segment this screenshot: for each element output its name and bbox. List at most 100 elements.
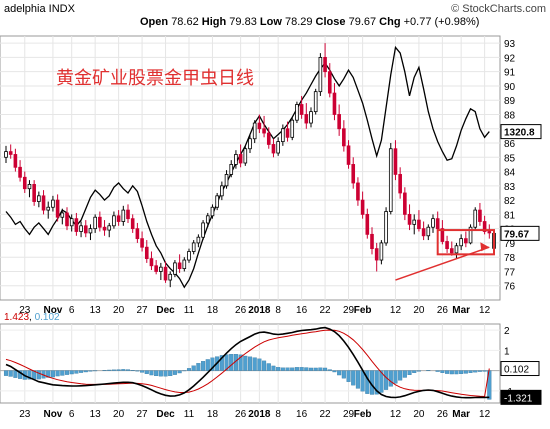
candle: [196, 234, 201, 248]
macd-histogram-bar: [36, 370, 41, 380]
candle: [149, 251, 154, 271]
price-ytick-label: 86: [504, 139, 516, 150]
candle: [112, 211, 116, 229]
candle: [79, 221, 83, 238]
candle: [4, 145, 8, 164]
trendline-arrowhead: [480, 242, 490, 252]
candle-body: [417, 219, 421, 230]
macd-ytick-label: 2: [504, 326, 510, 337]
candle-body: [27, 184, 32, 190]
macd-histogram-bar: [463, 370, 468, 374]
candle: [205, 212, 210, 228]
macd-histogram-bar: [313, 367, 318, 371]
candle: [8, 144, 13, 159]
macd-xtick-label: 8: [275, 409, 281, 420]
macd-histogram-bar: [416, 370, 421, 372]
candle: [252, 120, 257, 144]
candle-body: [168, 273, 173, 281]
candle: [398, 167, 402, 199]
macd-xtick-label: 20: [113, 409, 125, 420]
macd-histogram-bar: [64, 370, 70, 375]
candle-body: [290, 119, 295, 138]
price-xtick-label: 22: [320, 305, 332, 316]
macd-histogram-bar: [88, 370, 93, 372]
price-xtick-label: 8: [275, 305, 281, 316]
candle: [464, 231, 468, 248]
macd-histogram-bar: [121, 369, 126, 371]
candle-body: [201, 222, 205, 238]
macd-histogram-bar: [125, 369, 131, 371]
macd-xtick-label: 13: [90, 409, 102, 420]
candle: [220, 181, 224, 201]
macd-histogram-bar: [271, 365, 276, 371]
macd-histogram-bar: [163, 370, 168, 377]
candle-body: [266, 132, 271, 145]
macd-histogram-bar: [285, 367, 290, 371]
candle-body: [440, 228, 445, 242]
candle: [83, 220, 88, 238]
candle: [159, 262, 163, 281]
macd-histogram-bar: [308, 367, 314, 371]
candle: [98, 211, 102, 232]
macd-histogram-bar: [210, 357, 215, 371]
candle: [69, 214, 74, 232]
candle-body: [126, 209, 130, 220]
macd-histogram-bar: [158, 370, 163, 377]
candle-body: [342, 128, 346, 147]
price-xtick-label: 16: [296, 305, 308, 316]
candle-body: [144, 246, 149, 260]
candle: [365, 208, 370, 239]
macd-histogram-bar: [243, 355, 248, 371]
candle: [126, 204, 130, 223]
candle-body: [379, 242, 384, 261]
macd-signal-badge: 0.102: [504, 365, 529, 376]
macd-histogram-bar: [50, 370, 55, 378]
candle-body: [154, 265, 158, 272]
candle-body: [41, 195, 46, 211]
candle: [356, 177, 360, 206]
candle: [65, 207, 69, 231]
comparison-badge: 1320.8: [504, 128, 535, 139]
candle-body: [234, 154, 238, 165]
candle: [229, 160, 234, 178]
price-ytick-label: 82: [504, 196, 516, 207]
price-ytick-label: 78: [504, 253, 516, 264]
candle: [346, 140, 351, 169]
macd-histogram-bar: [201, 361, 206, 371]
candle-body: [454, 245, 459, 254]
candle-body: [351, 164, 356, 184]
macd-histogram-bar: [252, 357, 257, 371]
macd-histogram-bar: [229, 354, 234, 371]
candle-body: [159, 266, 163, 272]
candle-body: [173, 262, 177, 275]
macd-histogram-bar: [449, 370, 454, 375]
candle-body: [304, 114, 309, 124]
macd-line: [5, 326, 490, 399]
candle: [473, 207, 478, 231]
price-xtick-label: 29: [343, 305, 355, 316]
macd-histogram-bar: [454, 370, 459, 375]
candle-body: [116, 215, 121, 222]
price-ytick-label: 91: [504, 68, 516, 79]
candle-body: [74, 218, 79, 232]
macd-signal-line: [5, 329, 490, 398]
ohlc-readout: Open 78.62 High 79.83 Low 78.29 Close 79…: [140, 16, 479, 28]
macd-histogram-bar: [140, 370, 145, 373]
macd-histogram-bar: [318, 367, 323, 371]
macd-value-badge: -1.321: [504, 393, 533, 404]
macd-histogram-bar: [482, 370, 487, 372]
readout-high-label: High: [202, 16, 227, 28]
candle: [130, 214, 135, 233]
price-xtick-label: 12: [479, 305, 491, 316]
macd-histogram-bar: [323, 367, 328, 371]
candle-body: [88, 228, 93, 234]
candle-body: [393, 148, 398, 175]
candle: [281, 124, 285, 146]
candle-body: [60, 212, 65, 218]
macd-histogram-bar: [116, 369, 121, 371]
macd-histogram-bar: [351, 370, 356, 386]
candle: [22, 171, 27, 193]
candle: [88, 224, 93, 241]
watermark: © StockCharts.com: [451, 3, 546, 15]
candle: [327, 63, 332, 98]
